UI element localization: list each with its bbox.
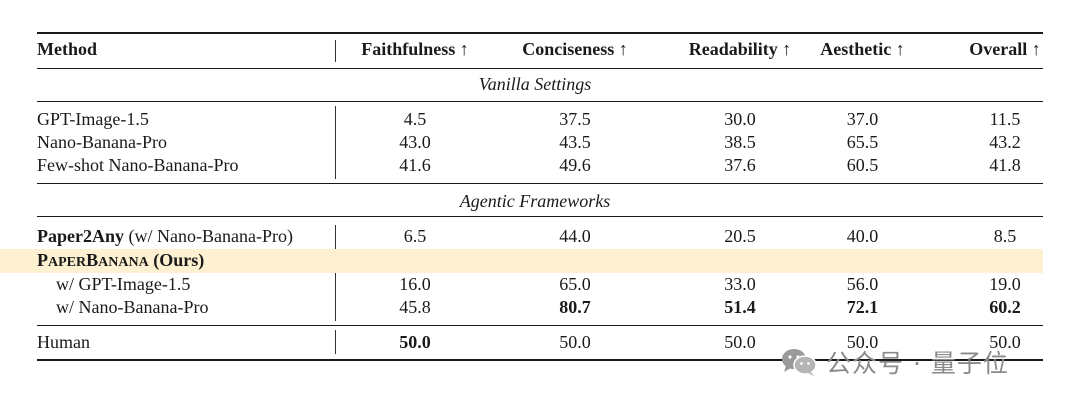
faithfulness-value: 45.8 xyxy=(399,297,431,317)
aesthetic-value: 50.0 xyxy=(846,332,879,352)
header-faithfulness: Faithfulness ↑ xyxy=(361,39,469,59)
bottom-rule xyxy=(37,359,1043,361)
smallcaps-letter: P xyxy=(37,250,48,270)
method-name-suffix: (w/ Nano-Banana-Pro) xyxy=(124,226,293,246)
table-row: w/ Nano-Banana-Pro 45.8 80.7 51.4 72.1 6… xyxy=(0,295,1080,319)
aesthetic-value: 56.0 xyxy=(846,274,879,294)
conciseness-value: 43.5 xyxy=(559,132,591,152)
readability-value: 20.5 xyxy=(724,226,756,246)
group-rule-2 xyxy=(37,325,1043,326)
vanilla-section-rule xyxy=(37,101,1043,102)
faithfulness-value: 6.5 xyxy=(403,226,427,246)
ours-suffix: (Ours) xyxy=(148,250,205,270)
faithfulness-value: 16.0 xyxy=(399,274,431,294)
overall-value: 60.2 xyxy=(989,297,1021,317)
group-rule-1 xyxy=(37,183,1043,184)
table-header: Method Faithfulness ↑ Conciseness ↑ Read… xyxy=(0,37,1080,61)
column-separator xyxy=(335,330,336,354)
header-conciseness: Conciseness ↑ xyxy=(522,39,628,59)
smallcaps-rest: APER xyxy=(48,255,87,270)
readability-value: 33.0 xyxy=(724,274,756,294)
section-label-vanilla: Vanilla Settings xyxy=(0,72,1080,96)
method-name: w/ Nano-Banana-Pro xyxy=(56,297,209,317)
readability-value: 37.6 xyxy=(724,155,756,175)
readability-value: 38.5 xyxy=(724,132,756,152)
method-name: Paper2Any (w/ Nano-Banana-Pro) xyxy=(37,224,293,248)
readability-value: 51.4 xyxy=(724,297,756,317)
method-name-bold: Paper2Any xyxy=(37,226,124,246)
overall-value: 11.5 xyxy=(989,109,1021,129)
aesthetic-value: 72.1 xyxy=(846,297,879,317)
top-rule xyxy=(37,32,1043,34)
conciseness-value: 80.7 xyxy=(559,297,591,317)
table-row: Paper2Any (w/ Nano-Banana-Pro) 6.5 44.0 … xyxy=(0,224,1080,248)
table-row: Few-shot Nano-Banana-Pro 41.6 49.6 37.6 … xyxy=(0,153,1080,177)
conciseness-value: 37.5 xyxy=(559,109,591,129)
faithfulness-value: 43.0 xyxy=(399,132,431,152)
ours-highlight xyxy=(0,249,1043,273)
table-row-group-title: PAPERBANANA (Ours) xyxy=(0,248,1080,272)
method-name: Few-shot Nano-Banana-Pro xyxy=(37,155,239,175)
overall-value: 50.0 xyxy=(989,332,1021,352)
aesthetic-value: 65.5 xyxy=(846,132,879,152)
overall-value: 8.5 xyxy=(993,226,1017,246)
watermark-text: 公众号 · 量子位 xyxy=(826,349,1009,378)
method-name: GPT-Image-1.5 xyxy=(37,109,149,129)
wechat-icon xyxy=(782,349,817,376)
faithfulness-value: 4.5 xyxy=(403,109,427,129)
faithfulness-value: 41.6 xyxy=(399,155,431,175)
overall-value: 43.2 xyxy=(989,132,1021,152)
conciseness-value: 65.0 xyxy=(559,274,591,294)
faithfulness-value: 50.0 xyxy=(399,332,431,352)
method-name-paperbanana: PAPERBANANA (Ours) xyxy=(37,248,204,272)
header-readability: Readability ↑ xyxy=(688,39,792,59)
conciseness-value: 44.0 xyxy=(559,226,591,246)
overall-value: 19.0 xyxy=(989,274,1021,294)
section-title: Agentic Frameworks xyxy=(459,191,611,211)
smallcaps-rest: ANANA xyxy=(98,255,149,270)
header-rule xyxy=(37,68,1043,69)
section-title: Vanilla Settings xyxy=(478,74,592,94)
conciseness-value: 49.6 xyxy=(559,155,591,175)
column-separator xyxy=(335,106,336,179)
conciseness-value: 50.0 xyxy=(559,332,591,352)
header-overall: Overall ↑ xyxy=(969,39,1041,59)
agentic-section-rule xyxy=(37,216,1043,217)
readability-value: 50.0 xyxy=(724,332,756,352)
aesthetic-value: 40.0 xyxy=(846,226,879,246)
section-label-agentic: Agentic Frameworks xyxy=(0,189,1080,213)
header-method: Method xyxy=(37,39,97,59)
table-row: Nano-Banana-Pro 43.0 43.5 38.5 65.5 43.2 xyxy=(0,130,1080,154)
method-name: Human xyxy=(37,332,90,352)
aesthetic-value: 37.0 xyxy=(846,109,879,129)
readability-value: 30.0 xyxy=(724,109,756,129)
aesthetic-value: 60.5 xyxy=(846,155,879,175)
table-row: Human 50.0 50.0 50.0 50.0 50.0 xyxy=(0,330,1080,354)
smallcaps-letter: B xyxy=(86,250,99,270)
table-row: GPT-Image-1.5 4.5 37.5 30.0 37.0 11.5 xyxy=(0,107,1080,131)
column-separator xyxy=(335,225,336,321)
header-aesthetic: Aesthetic ↑ xyxy=(820,39,905,59)
column-separator xyxy=(335,40,336,62)
method-name: Nano-Banana-Pro xyxy=(37,132,167,152)
watermark: 公众号 · 量子位 xyxy=(780,345,1009,379)
method-name: w/ GPT-Image-1.5 xyxy=(56,274,191,294)
overall-value: 41.8 xyxy=(989,155,1021,175)
table-row: w/ GPT-Image-1.5 16.0 65.0 33.0 56.0 19.… xyxy=(0,272,1080,296)
